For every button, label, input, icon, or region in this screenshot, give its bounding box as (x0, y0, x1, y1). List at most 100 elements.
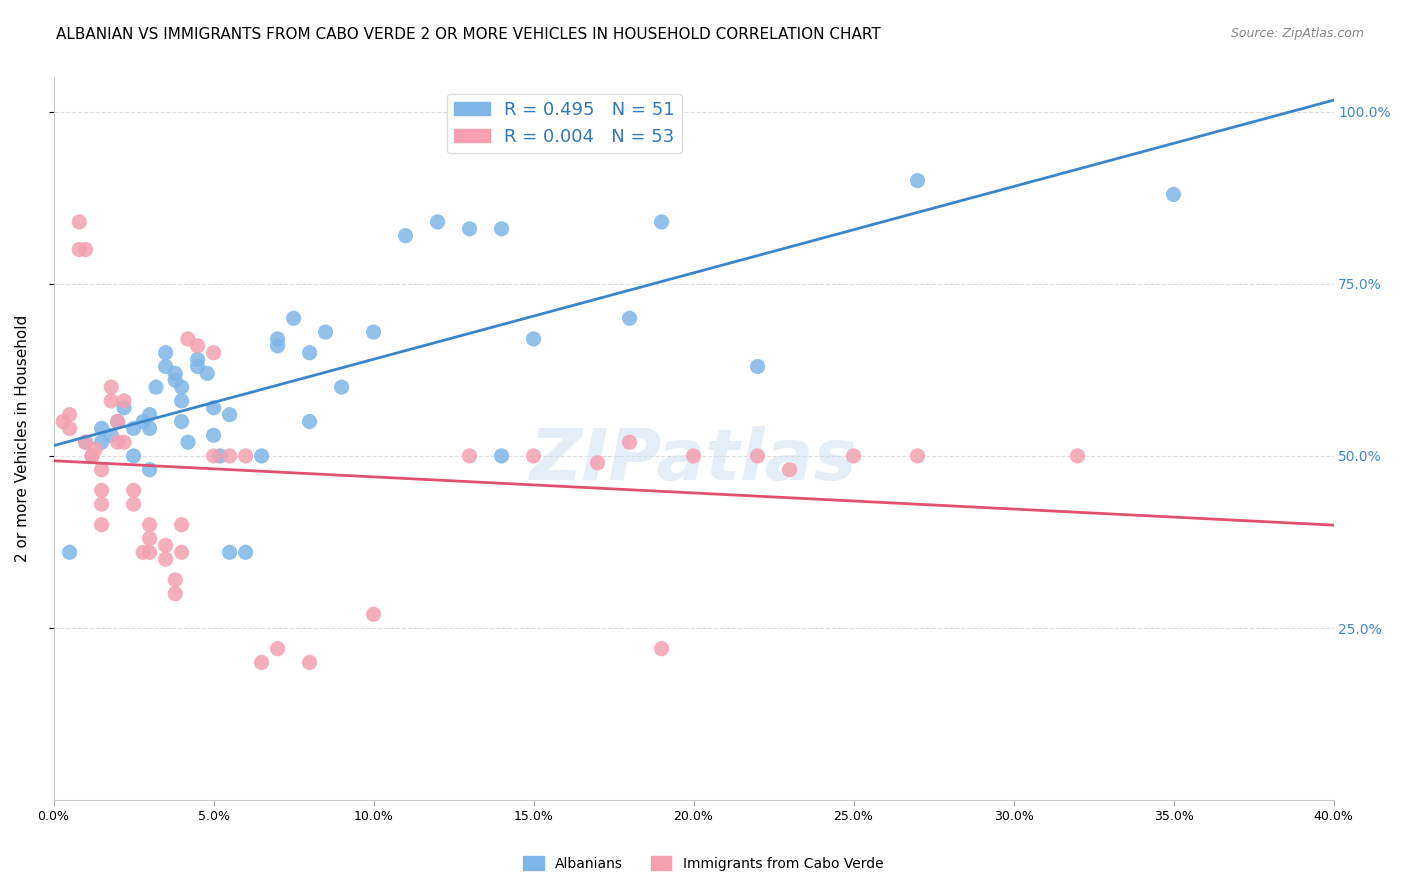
Point (75, 243, 97, 257)
Point (842, 449, 865, 463)
Point (107, 435, 129, 450)
Point (80, 449, 103, 463)
Point (107, 415, 129, 429)
Point (1163, 187, 1185, 202)
Legend: R = 0.495   N = 51, R = 0.004   N = 53: R = 0.495 N = 51, R = 0.004 N = 53 (447, 94, 682, 153)
Point (132, 545, 155, 559)
Point (59, 408, 82, 422)
Point (235, 545, 257, 559)
Point (208, 449, 231, 463)
Point (90, 421, 112, 435)
Point (145, 380, 167, 394)
Point (187, 352, 209, 367)
Point (202, 428, 225, 442)
Point (67, 215, 90, 229)
Point (177, 332, 200, 346)
Point (90, 517, 112, 532)
Point (90, 497, 112, 511)
Point (907, 449, 929, 463)
Point (651, 641, 673, 656)
Point (491, 222, 513, 236)
Point (67, 243, 90, 257)
Point (132, 415, 155, 429)
Point (491, 449, 513, 463)
Point (202, 449, 225, 463)
Point (250, 449, 273, 463)
Point (298, 415, 321, 429)
Point (202, 345, 225, 359)
Point (138, 408, 160, 422)
Point (170, 545, 193, 559)
Point (155, 538, 177, 552)
Point (165, 367, 187, 381)
Point (155, 359, 177, 374)
Point (363, 325, 385, 339)
Point (59, 545, 82, 559)
Point (266, 339, 288, 353)
Point (165, 373, 187, 387)
Point (155, 345, 177, 359)
Point (170, 415, 193, 429)
Text: Source: ZipAtlas.com: Source: ZipAtlas.com (1230, 27, 1364, 40)
Point (330, 380, 353, 394)
Point (80, 449, 103, 463)
Point (90, 463, 112, 477)
Point (202, 401, 225, 415)
Point (170, 393, 193, 408)
Point (283, 311, 305, 326)
Point (458, 222, 481, 236)
Legend: Albanians, Immigrants from Cabo Verde: Albanians, Immigrants from Cabo Verde (517, 850, 889, 876)
Point (747, 449, 769, 463)
Point (138, 545, 160, 559)
Point (747, 359, 769, 374)
Text: ALBANIAN VS IMMIGRANTS FROM CABO VERDE 2 OR MORE VEHICLES IN HOUSEHOLD CORRELATI: ALBANIAN VS IMMIGRANTS FROM CABO VERDE 2… (56, 27, 882, 42)
Point (100, 428, 122, 442)
Point (75, 435, 97, 450)
Point (586, 456, 609, 470)
Point (651, 215, 673, 229)
Point (170, 517, 193, 532)
Point (165, 586, 187, 600)
Point (187, 359, 209, 374)
Point (363, 607, 385, 622)
Point (112, 393, 135, 408)
Point (235, 449, 257, 463)
Point (250, 656, 273, 670)
Point (315, 325, 337, 339)
Point (138, 517, 160, 532)
Point (165, 573, 187, 587)
Point (187, 339, 209, 353)
Point (458, 449, 481, 463)
Point (138, 421, 160, 435)
Point (122, 483, 145, 498)
Point (298, 656, 321, 670)
Point (90, 435, 112, 450)
Point (75, 435, 97, 450)
Point (619, 435, 641, 450)
Point (218, 449, 240, 463)
Point (84, 442, 107, 456)
Point (522, 332, 544, 346)
Point (122, 449, 145, 463)
Point (112, 435, 135, 450)
Point (266, 641, 288, 656)
Point (619, 311, 641, 326)
Point (218, 545, 240, 559)
Point (138, 463, 160, 477)
Point (394, 228, 416, 243)
Point (1066, 449, 1088, 463)
Point (100, 380, 122, 394)
Point (907, 174, 929, 188)
Point (426, 215, 449, 229)
Point (195, 367, 218, 381)
Point (266, 332, 288, 346)
Point (522, 449, 544, 463)
Point (682, 449, 704, 463)
Point (107, 415, 129, 429)
Point (112, 401, 135, 415)
Point (90, 483, 112, 498)
Point (155, 552, 177, 566)
Point (177, 435, 200, 450)
Text: ZIPatlas: ZIPatlas (530, 426, 858, 495)
Point (100, 393, 122, 408)
